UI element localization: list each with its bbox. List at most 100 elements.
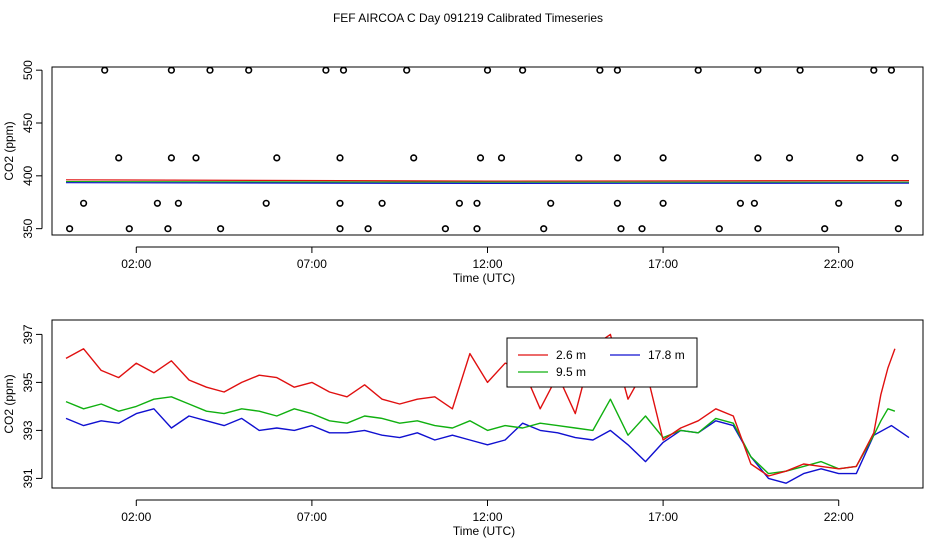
- top-scatter-point: [336, 225, 344, 233]
- top-scatter-point: [497, 154, 506, 162]
- top-scatter-point: [167, 154, 175, 162]
- top-scatter-point: [613, 66, 622, 74]
- top-scatter-point: [473, 225, 481, 233]
- bottom-x-tick-label: 17:00: [648, 510, 678, 524]
- top-scatter-point: [613, 199, 622, 207]
- top-scatter-point: [322, 66, 330, 74]
- top-scatter-point: [754, 66, 762, 74]
- top-panel: 02:00 07:00 12:00 17:00 22:00 350 400 450 500 T…: [2, 60, 924, 285]
- top-y-tick-label: 350: [21, 218, 35, 238]
- top-plot-area: [65, 66, 910, 233]
- top-plot-frame: [51, 66, 924, 236]
- top-scatter-point: [262, 199, 270, 207]
- bottom-y-tick-label: 395: [21, 372, 35, 392]
- figure-title: FEF AIRCOA C Day 091219 Calibrated Times…: [333, 11, 603, 25]
- top-scatter-point: [887, 66, 896, 74]
- bottom-x-axis: 02:00 07:00 12:00 17:00 22:00: [121, 499, 854, 524]
- top-x-tick-label: 07:00: [297, 257, 327, 271]
- top-scatter-point: [336, 199, 344, 207]
- top-scatter-point: [785, 154, 794, 162]
- bottom-y-axis: 391 393 395 397: [21, 324, 43, 488]
- top-scatter-point: [540, 225, 548, 233]
- top-scatter-point: [694, 66, 702, 74]
- bottom-y-tick-label: 397: [21, 324, 35, 344]
- top-scatter-point: [894, 199, 903, 207]
- top-scatter-point: [483, 66, 492, 74]
- legend-box: [506, 337, 698, 388]
- top-series-green: [65, 181, 909, 183]
- top-scatter-point: [613, 154, 622, 162]
- top-scatter-point: [856, 154, 864, 162]
- top-y-tick-label: 500: [21, 60, 35, 80]
- top-y-tick-label: 450: [21, 113, 35, 133]
- top-scatter-point: [441, 225, 450, 233]
- top-scatter-point: [167, 66, 175, 74]
- top-scatter-point: [455, 199, 464, 207]
- bottom-y-tick-label: 393: [21, 420, 35, 440]
- bottom-y-tick-label: 391: [21, 468, 35, 488]
- top-scatter-point: [245, 66, 253, 74]
- bottom-x-tick-label: 22:00: [824, 510, 854, 524]
- top-scatter-point: [894, 225, 903, 233]
- bottom-plot-frame: [51, 319, 924, 489]
- top-scatter-point: [638, 225, 646, 233]
- top-scatter-point: [378, 199, 386, 207]
- top-y-tick-label: 400: [21, 165, 35, 185]
- top-scatter-point: [754, 225, 762, 233]
- legend-label-red: 2.6 m: [556, 348, 586, 362]
- top-scatter-point: [364, 225, 372, 233]
- top-scatter-point: [476, 154, 485, 162]
- top-scatter-point: [174, 199, 182, 207]
- top-x-axis-label: Time (UTC): [453, 271, 515, 285]
- bottom-series-blue: [65, 408, 910, 484]
- top-scatter-point: [547, 199, 555, 207]
- top-scatter-point: [473, 199, 481, 207]
- top-scatter-point: [659, 154, 667, 162]
- top-scatter-point: [617, 225, 625, 233]
- top-scatter-point: [835, 199, 843, 207]
- top-scatter-point: [273, 154, 281, 162]
- top-scatter-point: [336, 154, 344, 162]
- top-x-tick-label: 17:00: [648, 257, 678, 271]
- top-scatter-point: [796, 66, 804, 74]
- top-y-axis: 350 400 450 500: [21, 60, 43, 239]
- top-scatter-point: [206, 66, 214, 74]
- top-scatter-point: [518, 66, 527, 74]
- bottom-series-red: [65, 333, 896, 477]
- top-scatter-point: [403, 66, 411, 74]
- top-scatter-point: [192, 154, 200, 162]
- top-scatter-point: [164, 225, 172, 233]
- top-x-tick-label: 12:00: [472, 257, 502, 271]
- top-x-tick-label: 22:00: [824, 257, 854, 271]
- top-scatter-point: [339, 66, 348, 74]
- top-scatter-point: [79, 199, 88, 207]
- top-scatter-point: [125, 225, 133, 233]
- bottom-panel: 02:00 07:00 12:00 17:00 22:00 391 393 395 397 T…: [2, 319, 924, 538]
- legend: 2.6 m 17.8 m 9.5 m: [506, 337, 698, 388]
- bottom-x-tick-label: 12:00: [472, 510, 502, 524]
- legend-label-green: 9.5 m: [556, 365, 586, 379]
- bottom-y-axis-label: CO2 (ppm): [2, 374, 16, 433]
- top-scatter-point: [153, 199, 161, 207]
- top-scatter-point: [870, 66, 878, 74]
- top-y-axis-label: CO2 (ppm): [2, 121, 16, 180]
- bottom-x-tick-label: 02:00: [121, 510, 151, 524]
- top-scatter-point: [65, 225, 74, 233]
- top-scatter-point: [754, 154, 762, 162]
- top-scatter-point: [101, 66, 109, 74]
- top-scatter-point: [575, 154, 583, 162]
- top-scatter-point: [715, 225, 723, 233]
- top-scatter-point: [410, 154, 418, 162]
- legend-label-blue: 17.8 m: [648, 348, 685, 362]
- top-scatter-point: [596, 66, 604, 74]
- top-scatter-point: [750, 199, 759, 207]
- top-x-axis: 02:00 07:00 12:00 17:00 22:00: [121, 246, 854, 271]
- top-scatter-point: [115, 154, 123, 162]
- bottom-plot-area: [65, 333, 910, 484]
- top-series-blue: [65, 182, 910, 185]
- top-scatter-point: [891, 154, 899, 162]
- top-series-red: [65, 179, 910, 182]
- top-x-tick-label: 02:00: [121, 257, 151, 271]
- top-scatter-point: [659, 199, 667, 207]
